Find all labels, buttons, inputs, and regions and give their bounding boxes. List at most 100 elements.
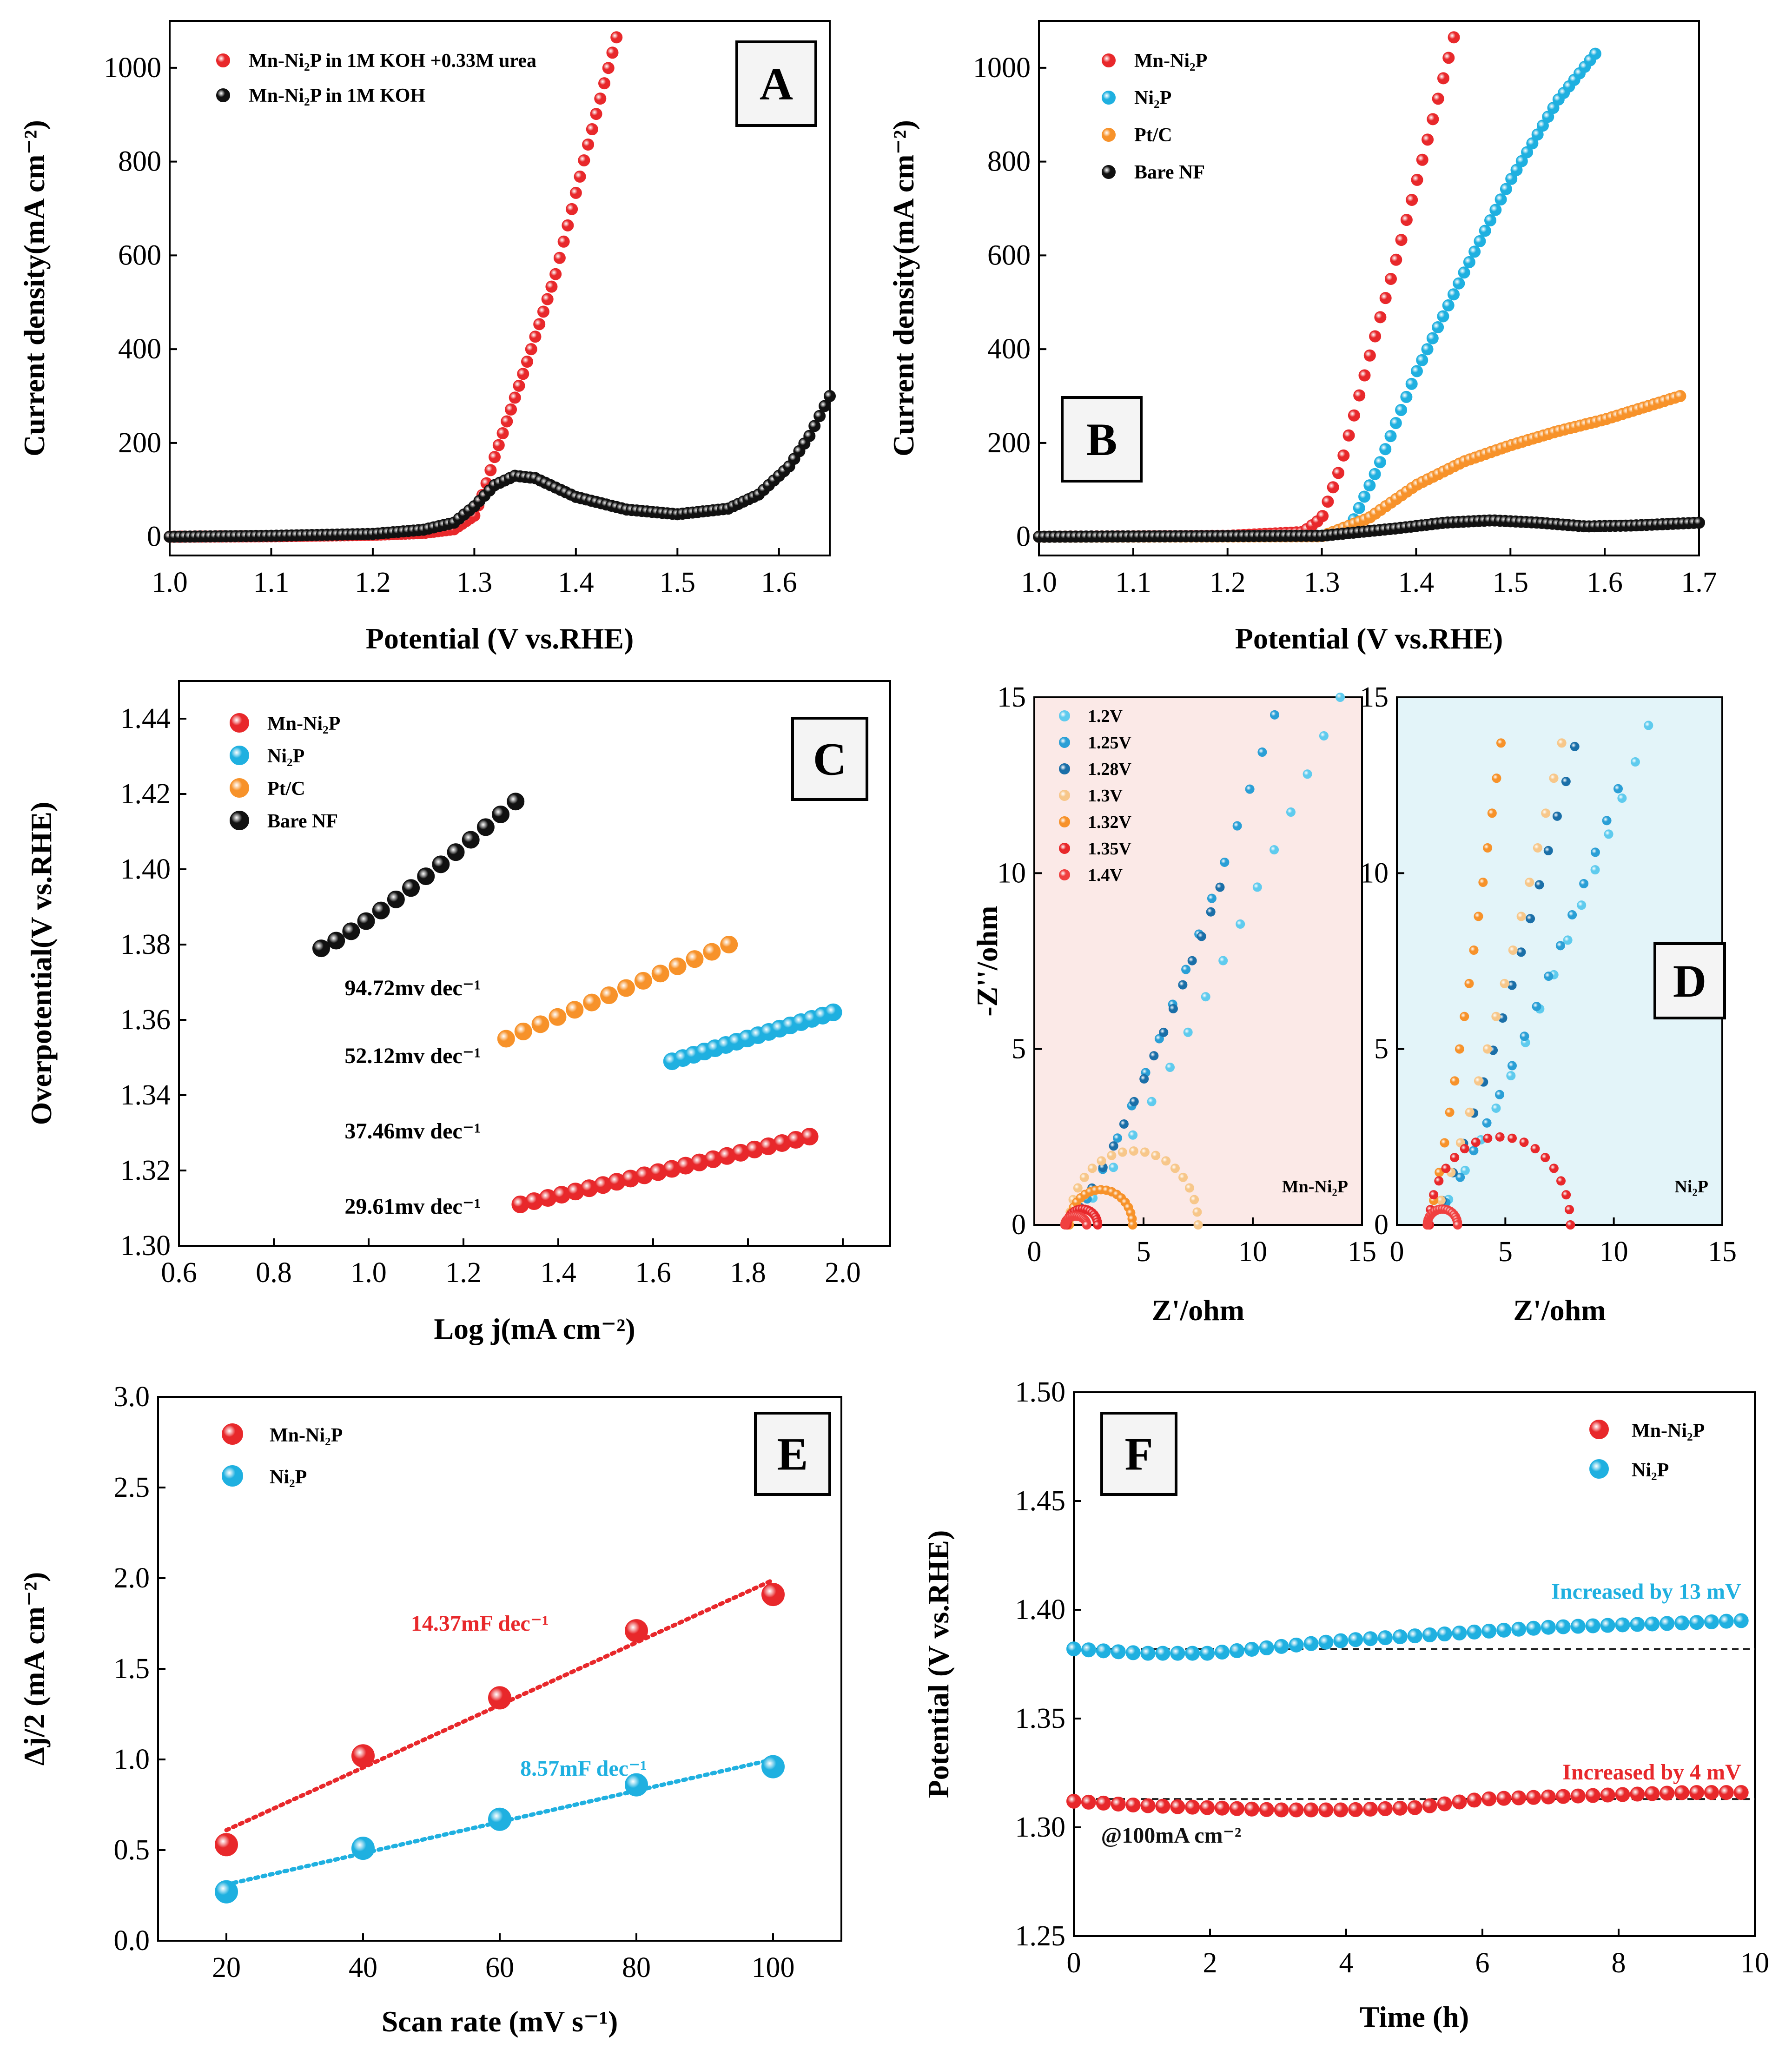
panel-f-point	[1496, 1791, 1512, 1806]
panel-a-xlabel: Potential (V vs.RHE)	[366, 622, 634, 655]
panel-d-series	[1422, 738, 1506, 1230]
panel-b-ytick-label: 400	[987, 333, 1031, 365]
panel-c-point	[800, 1128, 819, 1146]
panel-c-point	[634, 972, 652, 990]
panel-d-point	[1434, 1176, 1444, 1186]
panel-f-point	[1185, 1646, 1200, 1661]
panel-d-xtick-label: 5	[1498, 1236, 1513, 1268]
panel-c-frame	[178, 680, 891, 1247]
panel-b-point	[1379, 292, 1392, 304]
panel-d-xlabel: Z'/ohm	[1152, 1294, 1244, 1327]
panel-a-xtick-label: 1.3	[456, 567, 493, 598]
panel-c-point	[668, 957, 687, 975]
panel-b-point	[1447, 288, 1460, 301]
panel-b-point	[1474, 235, 1486, 247]
panel-d-legend-marker	[1059, 869, 1070, 880]
panel-d-point	[1286, 807, 1296, 817]
panel-b-point	[1390, 253, 1402, 266]
panel-b-ytick-label: 600	[987, 239, 1031, 271]
panel-c-point	[651, 965, 669, 983]
panel-f-point	[1719, 1613, 1734, 1629]
panel-a-series-1	[164, 390, 836, 543]
panel-d-point	[1073, 1183, 1083, 1193]
panel-f-point	[1318, 1802, 1334, 1818]
panel-d-point	[1561, 1190, 1571, 1200]
panel-f-xlabel: Time (h)	[1360, 2000, 1469, 2033]
panel-b-xtick-label: 1.5	[1493, 567, 1529, 598]
panel-b-point	[1693, 516, 1705, 529]
panel-f-point	[1348, 1632, 1363, 1647]
panel-f-annotation: Increased by 13 mV	[1551, 1580, 1741, 1604]
panel-d-point	[1507, 1061, 1517, 1071]
panel-d-point	[1469, 1146, 1479, 1156]
panel-a-xtick-label: 1.5	[660, 567, 696, 598]
panel-f-point	[1511, 1790, 1527, 1805]
panel-e-xtick-label: 60	[485, 1952, 514, 1984]
panel-f-point	[1422, 1627, 1437, 1643]
panel-f-point	[1200, 1800, 1215, 1815]
panel-f-point	[1274, 1802, 1289, 1818]
panel-b-ytick-label: 200	[987, 427, 1031, 459]
panel-b-point	[1416, 354, 1428, 366]
panel-a-point	[606, 46, 619, 59]
panel-b-point	[1500, 183, 1512, 195]
panel-d-point	[1319, 731, 1329, 741]
panel-b-ylabel: Current density(mA cm⁻²)	[887, 120, 920, 456]
panel-c-point	[824, 1003, 842, 1021]
panel-a-point	[562, 219, 574, 231]
panel-b-point	[1674, 390, 1686, 403]
panel-d-point	[1184, 1183, 1194, 1193]
panel-f-point	[1303, 1802, 1319, 1818]
panel-f-point	[1348, 1802, 1363, 1817]
panel-d-point	[1455, 1172, 1465, 1182]
panel-c-point	[447, 843, 465, 861]
panel-a-label: A	[760, 58, 793, 110]
panel-a-ylabel: Current density(mA cm⁻²)	[18, 120, 51, 456]
panel-d-legend-label: 1.35V	[1088, 839, 1132, 859]
panel-f-point	[1615, 1617, 1630, 1633]
panel-e-point	[351, 1837, 375, 1860]
panel-c-slope-label: 37.46mv dec⁻¹	[344, 1119, 481, 1144]
panel-d-point	[1534, 880, 1544, 890]
panel-f-point	[1541, 1620, 1556, 1635]
panel-a-ytick-label: 800	[118, 146, 161, 178]
panel-d-point	[1590, 865, 1600, 875]
panel-c-point	[600, 986, 618, 1005]
panel-d-point	[1218, 956, 1228, 965]
panel-f-point	[1704, 1614, 1719, 1629]
panel-d-point	[1577, 900, 1587, 910]
panel-c-legend-label: Ni₂P	[267, 746, 304, 767]
panel-d-point	[1530, 1144, 1540, 1154]
panel-d-subplot-label: Mn-Ni₂P	[1282, 1177, 1348, 1197]
panel-c-ylabel: Overpotential(V vs.RHE)	[25, 802, 58, 1125]
panel-b-point	[1468, 245, 1481, 258]
panel-f-series-1	[1066, 1613, 1755, 1661]
panel-d-xtick-label: 10	[1600, 1236, 1628, 1268]
panel-d-point	[1566, 1220, 1575, 1230]
panel-c-xtick-label: 1.8	[730, 1257, 766, 1289]
panel-b-point	[1384, 430, 1397, 443]
panel-b-legend-label: Pt/C	[1134, 125, 1172, 146]
panel-f-legend-label: Ni₂P	[1632, 1460, 1669, 1481]
panel-f-point	[1200, 1646, 1215, 1661]
panel-a-point	[569, 186, 582, 199]
panel-f-point	[1630, 1786, 1645, 1802]
panel-d-point	[1516, 912, 1526, 921]
panel-c-xtick-label: 0.6	[161, 1257, 197, 1289]
panel-a-legend-label: Mn-Ni₂P in 1M KOH	[249, 85, 425, 106]
panel-c-point	[497, 1030, 515, 1048]
panel-c-point	[402, 879, 420, 897]
panel-f-point	[1185, 1799, 1200, 1815]
panel-e-point	[625, 1773, 648, 1797]
panel-d-xtick-label: 15	[1708, 1236, 1737, 1268]
panel-c-legend-marker	[230, 746, 249, 765]
panel-d-legend-label: 1.25V	[1088, 733, 1132, 753]
panel-c-ytick-label: 1.44	[120, 703, 171, 734]
panel-d-point	[1232, 821, 1242, 831]
panel-f-point	[1585, 1788, 1600, 1803]
panel-c-xtick-label: 1.2	[445, 1257, 482, 1289]
panel-d-xtick-label: 5	[1137, 1236, 1151, 1268]
panel-f-xtick-label: 2	[1203, 1947, 1217, 1979]
panel-d-point	[1557, 738, 1567, 748]
panel-d-ytick-label: 10	[997, 857, 1026, 889]
